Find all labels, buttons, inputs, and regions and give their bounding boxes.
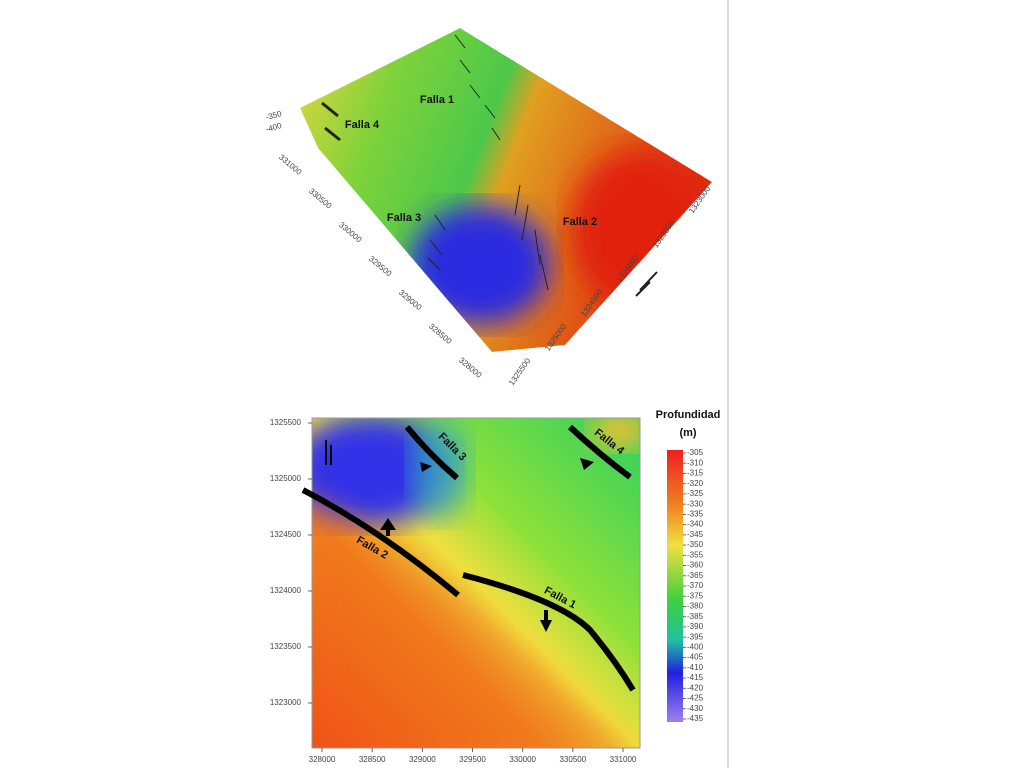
colorbar-tick-label: -315 [687,469,704,478]
colorbar-tick-label: -365 [687,571,704,580]
colorbar-tick-label: -310 [687,458,704,467]
colorbar-tick-label: -355 [687,550,704,559]
z-tick-label: -400 [265,121,283,134]
x-tick-label: 329500 [459,755,486,764]
y-tick-label: 1323000 [270,698,302,707]
y-tick-label-3d: 328000 [457,356,484,380]
fault-arrows [325,440,594,632]
colorbar-tick-label: -405 [687,653,704,662]
colorbar-tick-label: -330 [687,499,704,508]
colorbar-tick-label: -420 [687,683,704,692]
fault-label-3d: Falla 3 [387,212,421,224]
colorbar-tick-label: -390 [687,622,704,631]
colorbar-tick-label: -380 [687,602,704,611]
x-tick-label: 331000 [610,755,637,764]
x-tick-label: 330000 [509,755,536,764]
colorbar-tick-label: -400 [687,642,704,651]
y-tick-label-3d: 329500 [367,254,394,278]
y-tick-label-3d: 330000 [337,220,364,244]
x-tick-label: 329000 [409,755,436,764]
colorbar-tick-label: -395 [687,632,704,641]
z-tick-label: -350 [265,109,283,122]
colorbar-tick-label: -320 [687,479,704,488]
y-tick-label: 1324500 [270,530,302,539]
colorbar-tick-label: -325 [687,489,704,498]
colorbar-tick-label: -385 [687,612,704,621]
y-tick-label: 1325500 [270,418,302,427]
fault-lines [301,424,636,692]
y-tick-label: 1325000 [270,474,302,483]
colorbar [667,450,683,722]
fault-label-3d: Falla 2 [563,216,597,228]
colorbar-tick-label: -410 [687,663,704,672]
x-tick-label: 328500 [359,755,386,764]
map-frame [311,417,641,749]
colorbar-tick-label: -415 [687,673,704,682]
y-tick-label-3d: 329000 [397,288,424,312]
x-tick-label: 328000 [309,755,336,764]
colorbar-tick-label: -335 [687,509,704,518]
y-tick-label-3d: 330500 [307,187,334,211]
depth-map-overlay [312,418,640,748]
fault-label-3d: Falla 1 [420,94,454,106]
colorbar-tick-label: -340 [687,520,704,529]
y-tick-label: 1324000 [270,586,302,595]
colorbar-tick-label: -370 [687,581,704,590]
colorbar-tick-label: -350 [687,540,704,549]
colorbar-tick-label: -345 [687,530,704,539]
fault-label-3d: Falla 4 [345,119,380,131]
surface-3d [300,28,712,352]
y-tick-label-3d: 328500 [427,322,454,346]
colorbar-title: Profundidad [656,409,721,421]
y-tick-label: 1323500 [270,642,302,651]
colorbar-tick-label: -435 [687,714,704,723]
fault-arrows-3d [321,34,658,297]
colorbar-tick-label: -425 [687,694,704,703]
colorbar-title: (m) [679,427,696,439]
x-tick-label-3d: 1325500 [507,356,533,387]
colorbar-tick-label: -360 [687,561,704,570]
x-tick-label: 330500 [559,755,586,764]
colorbar-tick-label: -305 [687,448,704,457]
colorbar-tick-label: -375 [687,591,704,600]
y-tick-label-3d: 331000 [277,153,304,177]
colorbar-tick-label: -430 [687,704,704,713]
